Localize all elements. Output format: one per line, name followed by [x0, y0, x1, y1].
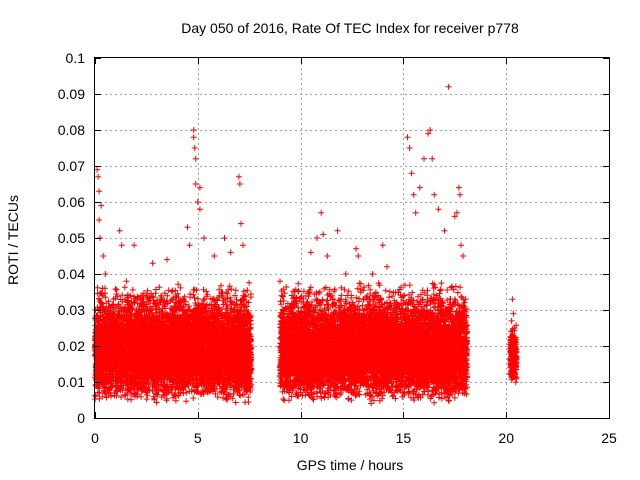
y-tick-label: 0: [77, 410, 85, 426]
x-tick-label: 10: [293, 430, 309, 446]
y-tick-label: 0.04: [58, 266, 85, 282]
tick-labels: 0 5 10 15 20 25 0 0.01 0.02 0.03 0.04 0.05 0.06 0.07 0…: [58, 50, 617, 446]
x-axis-label: GPS time / hours: [297, 457, 404, 473]
x-tick-label: 5: [194, 430, 202, 446]
x-tick-label: 0: [91, 430, 99, 446]
x-tick-label: 25: [601, 430, 617, 446]
chart-title: Day 050 of 2016, Rate Of TEC Index for r…: [181, 20, 519, 36]
x-tick-label: 20: [498, 430, 514, 446]
y-tick-label: 0.03: [58, 302, 85, 318]
y-tick-label: 0.08: [58, 122, 85, 138]
y-tick-label: 0.01: [58, 374, 85, 390]
y-axis-label: ROTI / TECUs: [5, 195, 21, 285]
y-tick-label: 0.02: [58, 338, 85, 354]
y-tick-label: 0.05: [58, 230, 85, 246]
y-tick-label: 0.07: [58, 158, 85, 174]
axis-ticks: [95, 58, 610, 419]
y-tick-label: 0.06: [58, 194, 85, 210]
plot-frame: [94, 57, 610, 419]
data-marks: [92, 83, 520, 407]
x-tick-label: 15: [396, 430, 412, 446]
data-point-markers: [92, 83, 520, 407]
y-tick-label: 0.1: [66, 50, 86, 66]
y-tick-label: 0.09: [58, 86, 85, 102]
